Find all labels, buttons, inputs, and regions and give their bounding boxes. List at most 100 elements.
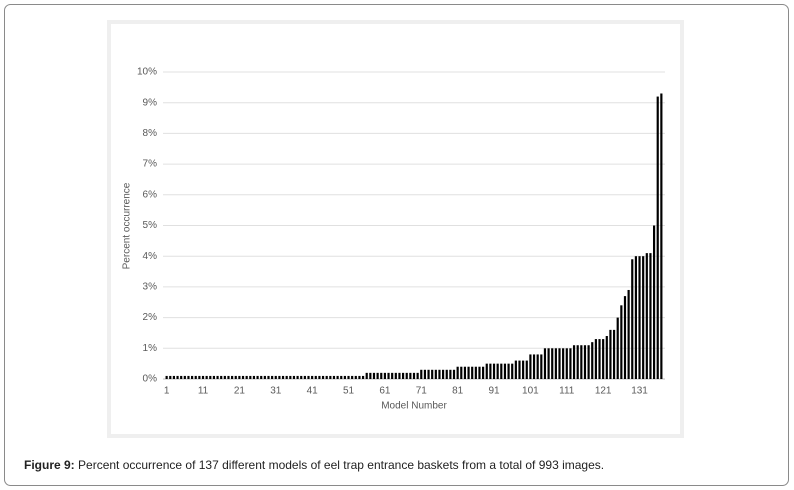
bar [605, 336, 608, 379]
bar [369, 372, 372, 379]
bar [187, 375, 190, 379]
bar [271, 375, 274, 379]
bar [300, 375, 303, 379]
bar [227, 375, 230, 379]
bar [416, 372, 419, 379]
bar [591, 342, 594, 379]
caption-label: Figure 9: [24, 458, 75, 472]
bar [463, 366, 467, 379]
bar [296, 375, 299, 379]
y-tick-label: 0% [143, 374, 158, 385]
x-tick-label: 71 [416, 386, 428, 397]
bar [249, 375, 252, 379]
bar [452, 369, 456, 379]
bar [456, 366, 459, 379]
bar [525, 360, 528, 379]
bar [420, 369, 423, 379]
bar [354, 375, 357, 379]
bar [540, 354, 543, 379]
y-tick-label: 5% [143, 220, 158, 231]
x-axis-label: Model Number [381, 401, 447, 412]
bar [383, 372, 386, 379]
bar [547, 348, 550, 379]
bar [263, 375, 266, 379]
bar [405, 372, 408, 379]
bar [642, 256, 645, 379]
x-tick-label: 1 [164, 386, 170, 397]
bar [398, 372, 401, 379]
bar [260, 375, 263, 379]
bar [234, 375, 237, 379]
bar [514, 360, 517, 379]
bar [449, 369, 452, 379]
bar [423, 369, 427, 379]
bar [627, 289, 630, 379]
bar [478, 366, 481, 379]
bar [387, 372, 390, 379]
y-tick-label: 3% [143, 282, 158, 293]
bar [180, 375, 183, 379]
bar [438, 369, 441, 379]
bar [252, 375, 256, 379]
bar [165, 375, 168, 379]
bar [631, 259, 634, 379]
bar [529, 354, 532, 379]
bar [329, 375, 332, 379]
bar [169, 375, 172, 379]
bar [612, 329, 616, 379]
x-tick-label: 31 [270, 386, 282, 397]
bar [543, 348, 547, 379]
x-tick-label: 101 [522, 386, 539, 397]
bar [431, 369, 434, 379]
bar [471, 366, 474, 379]
bar [569, 348, 572, 379]
bar [412, 372, 416, 379]
y-tick-label: 8% [143, 128, 158, 139]
bar [318, 375, 321, 379]
x-tick-label: 61 [379, 386, 391, 397]
bar [507, 363, 510, 379]
bar [238, 375, 241, 379]
bar [551, 348, 554, 379]
bar [496, 363, 499, 379]
bar [191, 375, 194, 379]
bar [361, 375, 365, 379]
bar [303, 375, 306, 379]
bar [482, 366, 485, 379]
x-tick-label: 81 [452, 386, 464, 397]
bar [485, 363, 488, 379]
bar [267, 375, 270, 379]
bar [307, 375, 310, 379]
bar [231, 375, 234, 379]
bar [256, 375, 259, 379]
bar [321, 375, 325, 379]
bar [572, 345, 576, 379]
bar [580, 345, 583, 379]
bar [347, 375, 350, 379]
bar [562, 348, 565, 379]
bar [634, 256, 637, 379]
bar [314, 375, 317, 379]
bar [343, 375, 346, 379]
x-tick-label: 111 [559, 386, 575, 397]
bar [365, 372, 368, 379]
bar [638, 256, 641, 379]
bar [332, 375, 336, 379]
x-tick-label: 91 [488, 386, 500, 397]
bar [594, 339, 597, 379]
bar [216, 375, 219, 379]
plot-panel [111, 24, 680, 434]
bar [391, 372, 394, 379]
y-tick-label: 7% [143, 159, 158, 170]
bar [281, 375, 285, 379]
bar [194, 375, 197, 379]
bar [274, 375, 277, 379]
bar [518, 360, 521, 379]
bar [587, 345, 590, 379]
bar [376, 372, 379, 379]
bar [467, 366, 470, 379]
bar [372, 372, 376, 379]
bar [503, 363, 507, 379]
